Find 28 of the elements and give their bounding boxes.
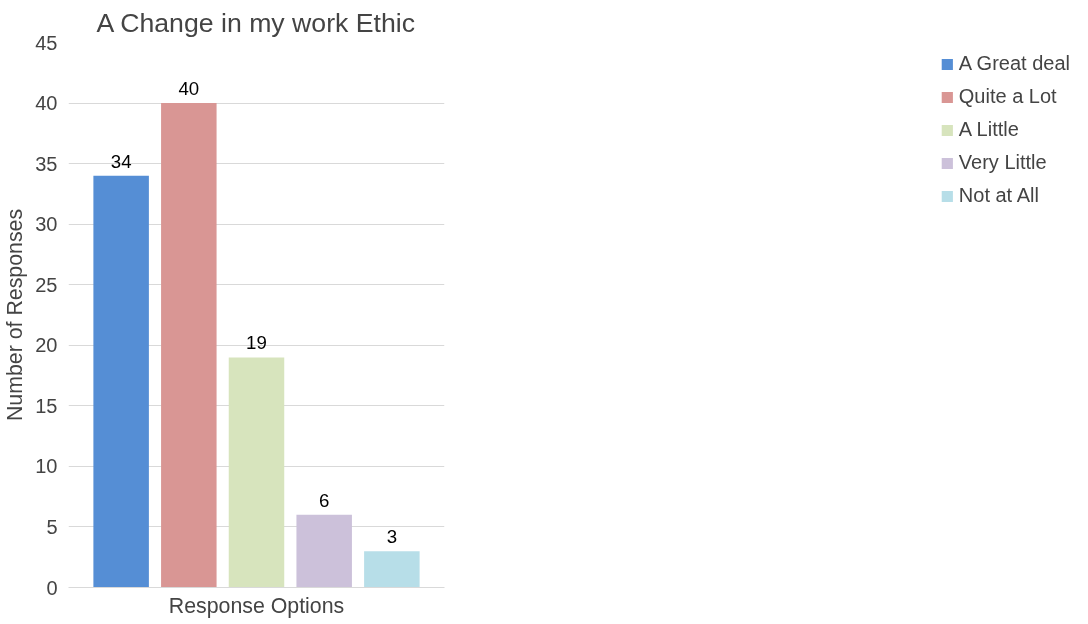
bar bbox=[296, 514, 352, 588]
data-label: 34 bbox=[110, 150, 132, 172]
y-tick-label: 20 bbox=[35, 334, 58, 357]
legend-label: Quite a Lot bbox=[958, 85, 1057, 108]
y-axis-title: Number of Responses bbox=[3, 208, 28, 422]
bar bbox=[161, 103, 217, 588]
y-tick-label: 40 bbox=[35, 92, 58, 115]
data-label: 3 bbox=[386, 526, 398, 548]
data-label: 19 bbox=[246, 332, 267, 354]
y-tick-label: 35 bbox=[35, 152, 58, 175]
legend-label: A Little bbox=[958, 118, 1019, 141]
y-tick-label: 25 bbox=[35, 273, 58, 296]
legend-label: A Great deal bbox=[958, 52, 1070, 75]
bar bbox=[364, 551, 420, 588]
legend-label: Not at All bbox=[958, 184, 1039, 207]
bar bbox=[93, 175, 149, 588]
data-label: 40 bbox=[178, 78, 200, 100]
chart-title: A Change in my work Ethic bbox=[96, 7, 416, 38]
y-tick-label: 45 bbox=[35, 31, 58, 54]
y-tick-label: 10 bbox=[35, 455, 58, 478]
y-tick-label: 5 bbox=[46, 515, 58, 538]
y-tick-label: 0 bbox=[46, 576, 58, 599]
bar bbox=[228, 357, 285, 588]
y-tick-label: 15 bbox=[35, 394, 58, 417]
data-label: 6 bbox=[318, 489, 330, 511]
y-tick-label: 30 bbox=[35, 213, 58, 236]
legend-label: Very Little bbox=[958, 151, 1047, 174]
x-axis-title: Response Options bbox=[168, 593, 345, 618]
